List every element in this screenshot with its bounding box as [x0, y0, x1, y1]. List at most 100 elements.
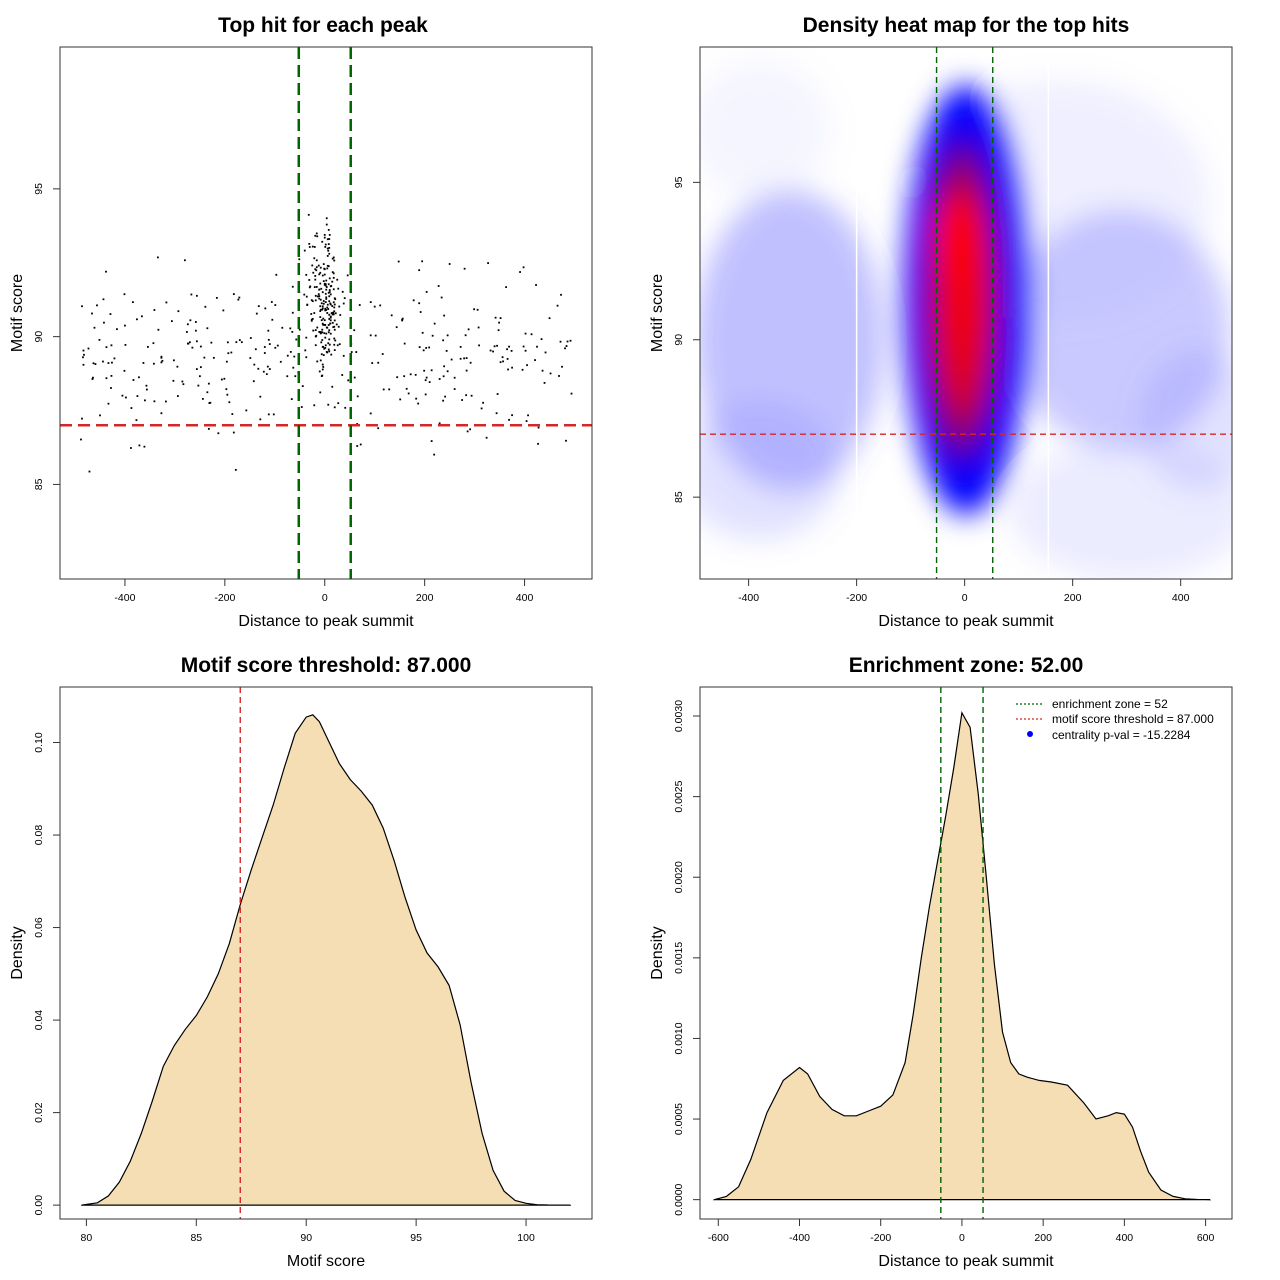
- hit-point: [325, 217, 328, 220]
- y-tick-label: 0.0000: [673, 1183, 685, 1215]
- hit-point: [342, 354, 345, 357]
- hit-point: [325, 332, 328, 335]
- hit-point: [319, 316, 322, 318]
- x-tick-label: 80: [81, 1232, 93, 1244]
- hit-point: [312, 271, 315, 274]
- hit-point: [493, 345, 496, 348]
- hit-point: [324, 283, 327, 286]
- hit-point: [292, 366, 295, 369]
- hit-point: [313, 257, 316, 260]
- hit-point: [341, 374, 344, 376]
- heatmap-image: [700, 47, 1232, 579]
- hit-point: [153, 362, 155, 365]
- hit-point: [428, 346, 431, 349]
- hit-point: [320, 341, 323, 344]
- hit-point: [304, 349, 307, 352]
- hit-point: [143, 445, 146, 448]
- hit-point: [331, 271, 334, 274]
- hit-point: [182, 383, 185, 386]
- hit-point: [138, 376, 140, 379]
- x-tick-label: 200: [1034, 1232, 1052, 1244]
- hit-point: [477, 326, 480, 329]
- x-tick-label: 0: [962, 592, 968, 604]
- x-tick-label: -400: [114, 592, 135, 604]
- hit-point: [279, 360, 282, 363]
- hit-point: [102, 298, 105, 301]
- hit-point: [116, 328, 118, 331]
- hit-point: [311, 264, 314, 267]
- hit-point: [321, 307, 324, 310]
- hit-point: [328, 234, 331, 236]
- hit-point: [322, 323, 325, 326]
- hit-point: [450, 358, 453, 361]
- hit-point: [316, 295, 319, 298]
- hit-point: [325, 296, 328, 299]
- hit-point: [264, 307, 267, 310]
- x-tick-label: -200: [870, 1232, 891, 1244]
- hit-point: [498, 321, 500, 324]
- hit-point: [497, 329, 500, 332]
- hit-point: [322, 354, 325, 356]
- hit-point: [217, 432, 220, 435]
- hit-point: [465, 394, 468, 397]
- hit-point: [324, 284, 327, 287]
- hit-point: [226, 341, 229, 344]
- y-tick-label: 0.00: [33, 1195, 45, 1216]
- hit-point: [105, 377, 108, 380]
- hit-point: [259, 418, 262, 421]
- hit-point: [314, 278, 317, 281]
- x-tick-label: 85: [190, 1232, 202, 1244]
- hit-point: [470, 394, 473, 397]
- hit-point: [314, 344, 317, 347]
- hit-point: [186, 323, 189, 326]
- y-tick-label: 0.10: [33, 732, 45, 753]
- hit-point: [275, 273, 278, 276]
- hit-point: [270, 301, 273, 303]
- hit-point: [319, 282, 322, 285]
- hit-point: [324, 347, 327, 349]
- hit-point: [232, 431, 235, 434]
- hit-point: [333, 306, 336, 309]
- hit-point: [257, 305, 260, 308]
- y-axis: 85 90 95: [673, 176, 701, 503]
- hit-point: [329, 316, 332, 319]
- hit-point: [312, 329, 315, 332]
- hit-point: [369, 412, 372, 415]
- hit-point: [319, 359, 322, 362]
- hit-point: [327, 331, 330, 334]
- hit-point: [327, 342, 330, 345]
- hit-point: [183, 259, 186, 262]
- hit-point: [305, 356, 308, 359]
- hit-point: [421, 260, 424, 263]
- hit-point: [329, 315, 332, 318]
- hit-point: [215, 297, 218, 299]
- hit-point: [433, 322, 436, 325]
- y-axis-label: Density: [9, 926, 26, 979]
- hit-point: [525, 420, 528, 422]
- hit-point: [185, 331, 188, 333]
- x-tick-label: 600: [1197, 1232, 1215, 1244]
- hit-point: [321, 328, 324, 331]
- hit-point: [320, 353, 323, 356]
- hit-point: [335, 323, 338, 326]
- hit-point: [195, 368, 198, 370]
- hit-point: [445, 349, 448, 352]
- hit-point: [245, 409, 248, 412]
- hit-point: [321, 308, 324, 311]
- legend: enrichment zone = 52 motif score thresho…: [1016, 697, 1214, 742]
- hit-point: [412, 299, 415, 302]
- y-tick-label: 0.02: [33, 1102, 45, 1123]
- hit-point: [290, 398, 293, 401]
- hit-point: [144, 399, 146, 402]
- hit-point: [172, 379, 175, 382]
- hit-point: [331, 385, 334, 388]
- distance-density-panel: Enrichment zone: 52.00 enrichment zone =…: [649, 654, 1233, 1270]
- y-tick-label: 0.0005: [673, 1103, 685, 1135]
- hit-point: [125, 396, 127, 399]
- hit-point: [418, 346, 421, 348]
- hit-point: [92, 362, 95, 365]
- hit-point: [388, 388, 391, 391]
- hit-point: [338, 305, 341, 308]
- hit-point: [206, 327, 209, 330]
- hit-point: [157, 328, 160, 331]
